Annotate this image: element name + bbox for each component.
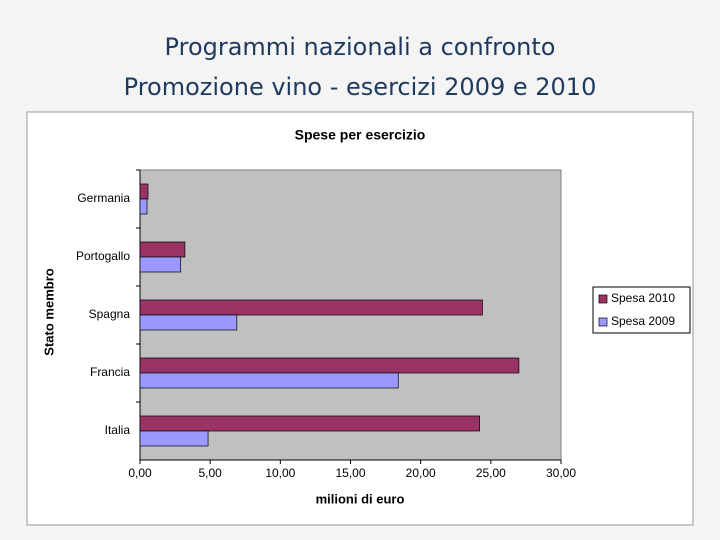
bar	[139, 183, 149, 200]
x-axis-label: milioni di euro	[316, 491, 405, 506]
y-tick-label: Portogallo	[76, 249, 130, 263]
legend-label: Spesa 2010	[611, 291, 675, 305]
x-tick-label: 15,00	[335, 466, 365, 480]
bar	[139, 198, 148, 215]
bar	[139, 299, 483, 316]
x-tick-label: 10,00	[265, 466, 295, 480]
bar	[139, 357, 520, 374]
x-tick-label: 0,00	[128, 466, 152, 480]
legend-label: Spesa 2009	[611, 314, 675, 328]
legend-swatch	[598, 294, 608, 304]
y-tick-label: Italia	[105, 423, 131, 437]
bar	[139, 430, 209, 447]
y-tick-label: Francia	[90, 365, 130, 379]
x-tick-label: 30,00	[546, 466, 576, 480]
x-tick-label: 5,00	[198, 466, 222, 480]
x-tick-label: 20,00	[406, 466, 436, 480]
bar	[139, 256, 182, 273]
legend-swatch	[598, 317, 608, 327]
y-tick-label: Germania	[77, 191, 130, 205]
x-tick-label: 25,00	[476, 466, 506, 480]
bar	[139, 314, 238, 331]
slide-title-line: Promozione vino - esercizi 2009 e 2010	[124, 73, 597, 101]
bar	[139, 372, 399, 389]
bar	[139, 415, 480, 432]
slide-title-line: Programmi nazionali a confronto	[165, 33, 556, 61]
legend	[592, 286, 691, 334]
y-tick-label: Spagna	[89, 307, 131, 321]
y-axis-label: Stato membro	[41, 268, 56, 355]
bar	[139, 241, 186, 258]
chart-title: Spese per esercizio	[295, 127, 426, 143]
